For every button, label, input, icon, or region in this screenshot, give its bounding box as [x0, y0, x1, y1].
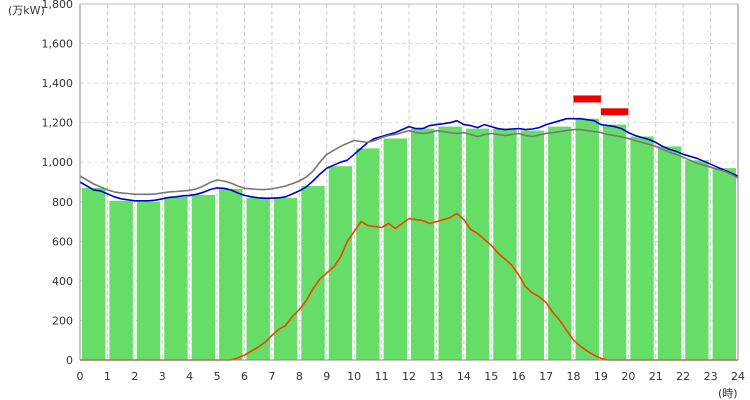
demand-bar	[82, 187, 106, 360]
x-tick-label: 3	[159, 370, 166, 383]
demand-bar	[630, 136, 654, 360]
x-tick-label: 0	[77, 370, 84, 383]
demand-bar	[383, 138, 407, 360]
x-tick-label: 15	[484, 370, 498, 383]
x-tick-label: 19	[594, 370, 608, 383]
demand-bar	[465, 128, 490, 360]
forecast-segments	[573, 95, 629, 116]
axes	[79, 3, 739, 361]
demand-bar	[273, 197, 298, 360]
x-tick-label: 14	[457, 370, 471, 383]
demand-bar	[191, 194, 216, 360]
y-tick-labels: 0 200 400 600 800 1,000 1,200 1,400 1,600 1,800	[42, 0, 74, 367]
x-tick-label: 23	[704, 370, 718, 383]
y-tick-label: 0	[66, 354, 73, 367]
y-tick-label: 1,400	[42, 77, 74, 90]
x-tick-label: 22	[676, 370, 690, 383]
y-tick-label: 800	[52, 196, 73, 209]
demand-bar	[411, 128, 435, 360]
x-tick-label: 1	[104, 370, 111, 383]
x-tick-label: 7	[268, 370, 275, 383]
series-line	[79, 117, 739, 202]
x-tick-label: 16	[512, 370, 526, 383]
x-tick-label: 20	[621, 370, 635, 383]
x-tick-label: 10	[347, 370, 361, 383]
x-tick-label: 18	[567, 370, 581, 383]
demand-bar	[164, 196, 188, 360]
demand-bar	[136, 201, 161, 360]
x-tick-labels: 0 1 2 3 4 5 6 7 8 9 10 11 12 13 14 15 16 17 18 19 20 21 22 23 24	[77, 370, 746, 383]
series-line	[79, 128, 739, 196]
demand-bar	[493, 128, 517, 360]
demand-bar	[301, 185, 325, 360]
y-tick-label: 1,200	[42, 117, 74, 130]
demand-bar	[219, 188, 243, 360]
y-axis-unit-label: (万kW)	[8, 4, 45, 17]
x-tick-label: 6	[241, 370, 248, 383]
demand-bar	[328, 166, 353, 360]
demand-bar	[246, 197, 270, 360]
y-tick-label: 600	[52, 235, 73, 248]
demand-bar	[712, 168, 736, 360]
y-tick-label: 1,800	[42, 0, 74, 11]
x-tick-label: 4	[186, 370, 193, 383]
x-tick-label: 5	[214, 370, 221, 383]
x-tick-label: 12	[402, 370, 416, 383]
y-tick-label: 200	[52, 314, 73, 327]
y-tick-label: 1,000	[42, 156, 74, 169]
bar-series	[82, 118, 736, 361]
demand-bar	[602, 124, 627, 361]
x-tick-label: 9	[323, 370, 330, 383]
x-tick-label: 8	[296, 370, 303, 383]
grid	[80, 3, 738, 360]
y-tick-label: 1,600	[42, 38, 74, 51]
forecast-peak-marker	[600, 108, 629, 116]
x-tick-label: 11	[375, 370, 389, 383]
line-series	[79, 117, 739, 361]
demand-bar	[548, 126, 572, 360]
demand-bar	[685, 160, 709, 360]
demand-bar	[657, 146, 682, 360]
x-tick-label: 17	[539, 370, 553, 383]
x-axis-unit-label: (時)	[718, 387, 738, 400]
demand-bar	[109, 200, 133, 360]
x-tick-label: 21	[649, 370, 663, 383]
y-tick-label: 400	[52, 275, 73, 288]
demand-bar	[575, 118, 599, 360]
series-line	[80, 212, 738, 361]
demand-bar	[520, 130, 545, 360]
x-tick-label: 13	[429, 370, 443, 383]
x-tick-label: 24	[731, 370, 745, 383]
demand-bar	[438, 126, 462, 360]
forecast-peak-marker	[573, 95, 601, 103]
x-tick-label: 2	[131, 370, 138, 383]
demand-bar	[356, 148, 380, 360]
